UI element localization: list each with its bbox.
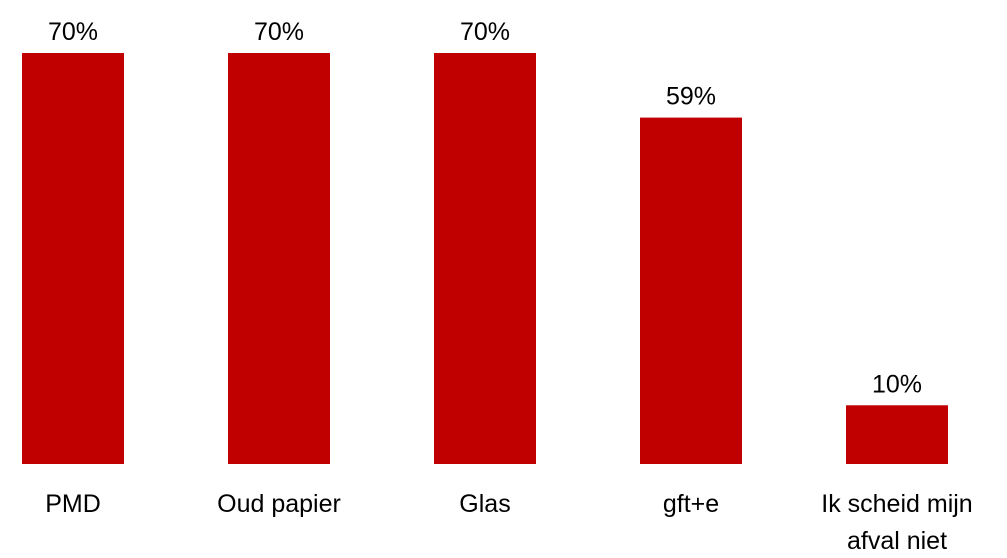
category-label-1: PMD xyxy=(45,490,101,518)
bar-5 xyxy=(846,405,948,464)
category-label-5: Ik scheid mijn afval niet xyxy=(821,490,972,555)
category-label-4: gft+e xyxy=(663,490,719,518)
bar-4 xyxy=(640,117,742,464)
data-label-1: 70% xyxy=(48,18,98,46)
category-label-3-line-1: Glas xyxy=(459,490,510,518)
data-label-2: 70% xyxy=(254,18,304,46)
data-labels-group: 70% 70% 70% 59% 10% xyxy=(48,18,922,398)
data-label-5: 10% xyxy=(872,370,922,398)
category-label-5-line-1: Ik scheid mijn xyxy=(821,490,972,518)
category-label-1-line-1: PMD xyxy=(45,490,101,518)
category-labels-group: PMD Oud papier Glas gft+e Ik scheid mijn afva… xyxy=(45,490,973,555)
data-label-4: 59% xyxy=(666,83,716,111)
category-label-2: Oud papier xyxy=(217,490,341,518)
category-label-2-line-1: Oud papier xyxy=(217,490,341,518)
category-label-5-line-2: afval niet xyxy=(847,527,947,555)
bars-group xyxy=(22,53,948,464)
bar-1 xyxy=(22,53,124,464)
bar-3 xyxy=(434,53,536,464)
category-label-4-line-1: gft+e xyxy=(663,490,719,518)
category-label-3: Glas xyxy=(459,490,510,518)
data-label-3: 70% xyxy=(460,18,510,46)
bar-2 xyxy=(228,53,330,464)
